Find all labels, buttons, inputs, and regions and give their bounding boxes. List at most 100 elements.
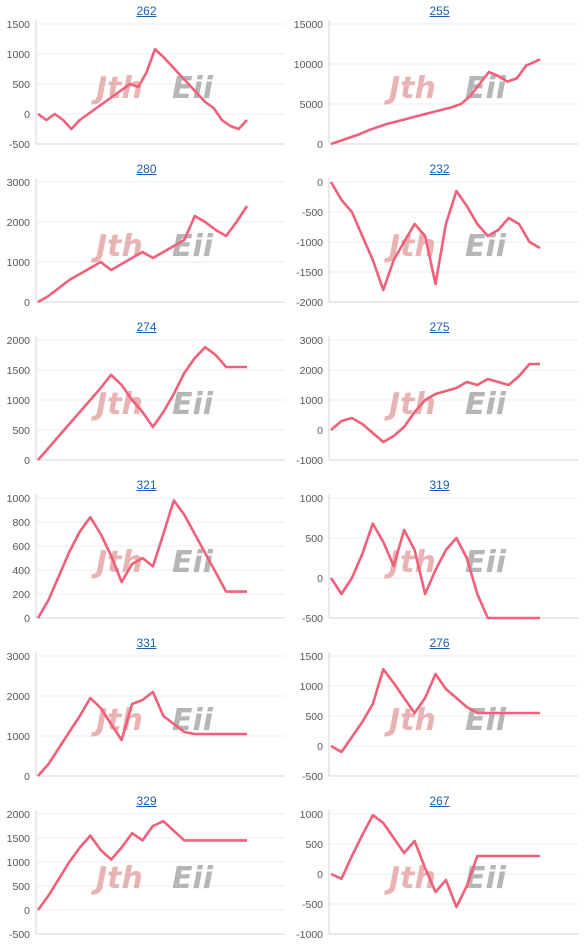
line-chart: 1500 1000 500 0 -500 Jth Eii (300, 651, 578, 783)
chart-title-link[interactable]: 255 (429, 4, 450, 18)
svg-text:Eii: Eii (465, 387, 507, 422)
chart-title-link[interactable]: 267 (429, 794, 450, 808)
y-tick-label: 15000 (294, 19, 323, 31)
chart-title-link[interactable]: 280 (136, 162, 157, 176)
chart-panel: 1000 500 0 -500 Jth Eii 319 (293, 474, 586, 632)
y-tick-label: 2000 (300, 365, 324, 377)
svg-text:Jth: Jth (91, 71, 143, 106)
y-tick-label: 200 (12, 589, 30, 601)
series-line (36, 819, 247, 911)
svg-text:Jth: Jth (91, 387, 143, 422)
chart-panel: 1500 1000 500 0 -500 Jth Eii 276 (293, 632, 586, 790)
y-tick-label: 10000 (294, 59, 323, 71)
y-tick-label: 1500 (300, 651, 324, 663)
line-chart: 1000 500 0 -500 -1000 Jth Eii (296, 809, 578, 941)
line-chart: 3000 2000 1000 0 -1000 Jth Eii (296, 335, 578, 467)
y-tick-label: 0 (24, 109, 30, 121)
chart-title-link[interactable]: 329 (136, 794, 157, 808)
watermark-logo: Jth Eii (91, 71, 214, 106)
y-tick-label: 0 (317, 741, 323, 753)
y-tick-label: 1000 (7, 257, 31, 269)
series-line (37, 47, 248, 131)
y-tick-label: 2000 (7, 335, 31, 347)
y-tick-label: 800 (12, 517, 30, 529)
line-chart: 2000 1500 1000 500 0 -500 Jth Eii (7, 809, 285, 941)
svg-text:Eii: Eii (172, 861, 214, 896)
watermark-logo: Jth Eii (91, 703, 214, 738)
y-tick-label: 0 (317, 869, 323, 881)
y-tick-label: 0 (24, 905, 30, 917)
series-line (330, 813, 540, 909)
y-tick-label: 500 (12, 425, 30, 437)
series-line (329, 522, 540, 620)
chart-panel: 3000 2000 1000 0 -1000 Jth Eii 275 (293, 316, 586, 474)
chart-title-link[interactable]: 276 (429, 636, 450, 650)
y-tick-label: 5000 (300, 99, 324, 111)
y-tick-label: 1500 (7, 19, 31, 31)
y-tick-label: -500 (302, 613, 323, 625)
y-tick-label: 2000 (7, 809, 31, 821)
watermark-logo: Jth Eii (91, 861, 214, 896)
series-line (37, 345, 247, 461)
y-tick-label: 1000 (7, 731, 31, 743)
svg-text:Jth: Jth (384, 861, 436, 896)
line-chart: 1000 800 600 400 200 0 Jth Eii (7, 493, 285, 625)
chart-panel: 2000 1500 1000 500 0 Jth Eii 274 (0, 316, 293, 474)
y-tick-label: 500 (305, 711, 323, 723)
y-tick-label: 3000 (300, 335, 324, 347)
svg-text:Eii: Eii (172, 387, 214, 422)
line-chart: 15000 10000 5000 0 Jth Eii (294, 19, 578, 151)
series-line (37, 205, 249, 304)
y-tick-label: -1500 (296, 267, 323, 279)
series-line (36, 499, 247, 619)
y-tick-label: 0 (24, 613, 30, 625)
series-line (330, 667, 540, 754)
y-tick-label: 1000 (7, 49, 31, 61)
y-tick-label: 2000 (7, 217, 31, 229)
watermark-logo: Jth Eii (384, 387, 507, 422)
line-chart: 1500 1000 500 0 -500 Jth Eii (7, 19, 285, 151)
svg-text:Jth: Jth (91, 229, 143, 264)
chart-title-link[interactable]: 331 (136, 636, 157, 650)
svg-text:Jth: Jth (384, 71, 436, 106)
y-tick-label: 0 (317, 425, 323, 437)
chart-panel: 15000 10000 5000 0 Jth Eii 255 (293, 0, 586, 158)
svg-text:Eii: Eii (172, 545, 214, 580)
y-tick-label: 0 (317, 573, 323, 585)
y-tick-label: -500 (302, 207, 323, 219)
watermark-logo: Jth Eii (384, 703, 507, 738)
watermark-logo: Jth Eii (91, 387, 214, 422)
chart-title-link[interactable]: 275 (429, 320, 450, 334)
y-tick-label: 500 (12, 881, 30, 893)
chart-title-link[interactable]: 274 (136, 320, 157, 334)
y-tick-label: 0 (24, 297, 30, 309)
y-tick-label: 1500 (7, 833, 31, 845)
chart-panel: 1000 500 0 -500 -1000 Jth Eii 267 (293, 790, 586, 948)
y-tick-label: 500 (12, 79, 30, 91)
chart-title-link[interactable]: 319 (429, 478, 450, 492)
series-line (37, 690, 247, 777)
y-tick-label: -500 (302, 771, 323, 783)
chart-title-link[interactable]: 321 (136, 478, 157, 492)
chart-panel: 1500 1000 500 0 -500 Jth Eii 262 (0, 0, 293, 158)
line-chart: 2000 1500 1000 500 0 Jth Eii (7, 335, 285, 467)
y-tick-label: 500 (305, 839, 323, 851)
y-tick-label: -500 (9, 929, 30, 941)
y-tick-label: 600 (12, 541, 30, 553)
svg-text:Eii: Eii (172, 229, 214, 264)
y-tick-label: 1000 (7, 395, 31, 407)
chart-title-link[interactable]: 262 (136, 4, 157, 18)
svg-text:Jth: Jth (91, 861, 143, 896)
y-tick-label: 3000 (7, 651, 31, 663)
series-line (329, 181, 541, 292)
y-tick-label: 0 (24, 771, 30, 783)
chart-title-link[interactable]: 232 (429, 162, 450, 176)
y-tick-label: 1000 (300, 681, 324, 693)
y-tick-label: -1000 (296, 237, 323, 249)
y-tick-label: 0 (317, 139, 323, 151)
series-line (330, 362, 540, 444)
